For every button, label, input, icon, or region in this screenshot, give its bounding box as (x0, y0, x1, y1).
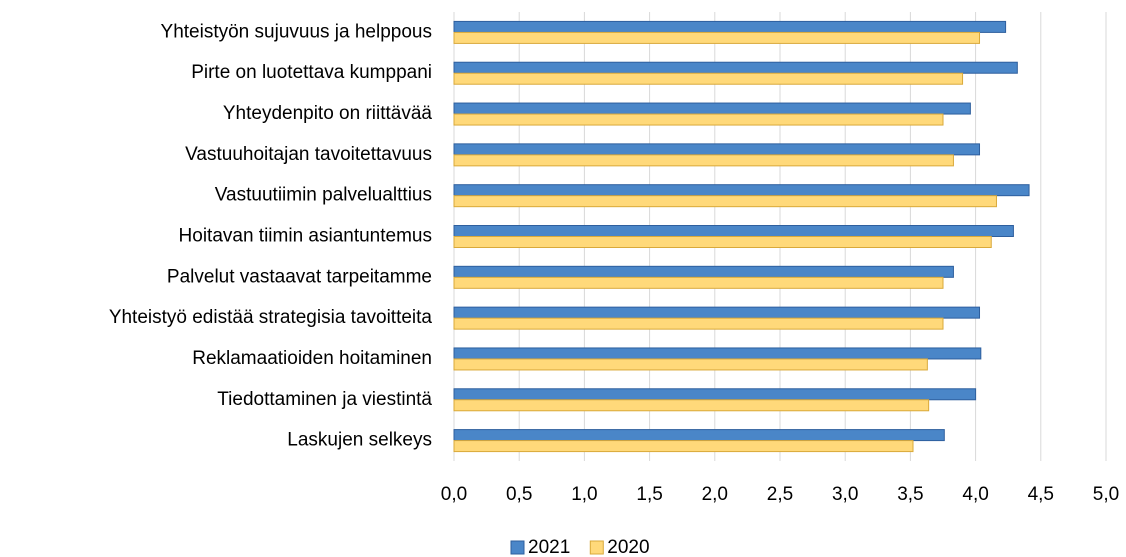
bar (453, 113, 944, 126)
y-tick-label: Palvelut vastaavat tarpeitamme (167, 266, 432, 287)
bar (453, 317, 944, 330)
y-tick-label: Yhteistyö edistää strategisia tavoitteit… (109, 307, 433, 328)
bar (453, 347, 982, 360)
bar (453, 265, 954, 278)
x-tick-label: 3,5 (897, 484, 923, 505)
y-tick-label: Hoitavan tiimin asiantuntemus (179, 226, 432, 247)
bar (453, 102, 971, 115)
x-tick-label: 5,0 (1093, 484, 1119, 505)
bar (453, 184, 1030, 197)
legend-swatch (510, 540, 525, 555)
x-tick-label: 2,5 (767, 484, 793, 505)
x-tick-label: 4,0 (962, 484, 988, 505)
bar (453, 143, 981, 156)
bar (453, 429, 945, 442)
bar (453, 388, 977, 401)
bar (453, 276, 944, 289)
x-tick-label: 0,0 (441, 484, 467, 505)
bar (453, 72, 964, 85)
legend-label: 2020 (607, 537, 649, 557)
bar (453, 61, 1018, 74)
y-tick-label: Laskujen selkeys (287, 430, 432, 451)
x-tick-label: 3,0 (832, 484, 858, 505)
y-tick-label: Yhteistyön sujuvuus ja helppous (161, 21, 432, 42)
bar (453, 31, 981, 44)
bar (453, 154, 954, 167)
legend-label: 2021 (528, 537, 570, 557)
bar (453, 236, 992, 248)
x-tick-label: 4,5 (1028, 484, 1054, 505)
bar (453, 399, 930, 412)
bar (453, 20, 1007, 33)
y-tick-label: Vastuuhoitajan tavoitettavuus (185, 144, 432, 165)
x-tick-label: 2,0 (702, 484, 728, 505)
bar (453, 358, 928, 371)
y-tick-label: Vastuutiimin palvelualttius (215, 185, 432, 206)
bar (453, 440, 914, 453)
y-tick-label: Reklamaatioiden hoitaminen (192, 348, 432, 369)
x-tick-label: 0,5 (506, 484, 532, 505)
bar (453, 195, 997, 208)
x-tick-label: 1,5 (636, 484, 662, 505)
x-tick-label: 1,0 (571, 484, 597, 505)
bar (453, 225, 1014, 237)
y-tick-label: Pirte on luotettava kumppani (191, 62, 432, 83)
legend-swatch (589, 540, 604, 555)
y-tick-label: Yhteydenpito on riittävää (223, 103, 433, 124)
y-tick-label: Tiedottaminen ja viestintä (217, 389, 432, 410)
bar (453, 306, 981, 319)
